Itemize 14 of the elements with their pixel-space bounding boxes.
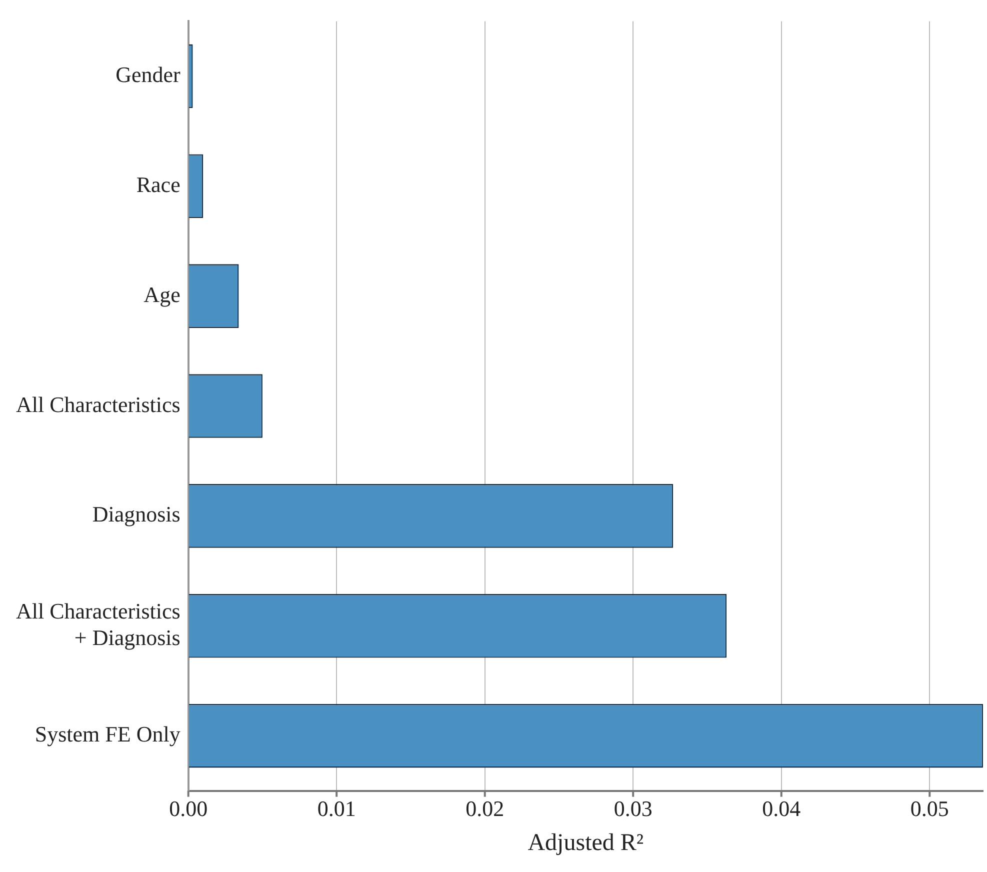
x-tick-label: 0.00 <box>169 796 208 821</box>
y-tick-label: Diagnosis <box>92 502 180 527</box>
x-tick-label: 0.02 <box>466 796 504 821</box>
x-tick-label: 0.04 <box>762 796 801 821</box>
x-tick-label: 0.05 <box>910 796 949 821</box>
x-tick-label: 0.01 <box>317 796 356 821</box>
y-tick-label: All Characteristics + Diagnosis <box>16 598 180 650</box>
y-tick-label: Age <box>144 282 180 307</box>
y-tick-label: Race <box>136 172 180 197</box>
y-tick-label: System FE Only <box>34 722 180 747</box>
y-tick-label: All Characteristics <box>16 392 180 417</box>
x-tick-label: 0.03 <box>614 796 652 821</box>
y-tick-label: Gender <box>116 62 181 87</box>
x-axis-title: Adjusted R² <box>528 830 644 856</box>
